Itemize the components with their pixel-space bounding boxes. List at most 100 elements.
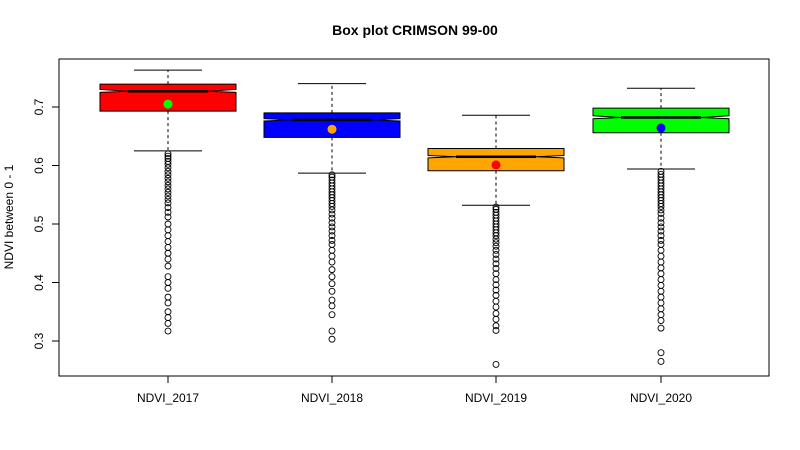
outlier-point: [657, 202, 665, 210]
outlier-point: [164, 150, 172, 158]
outlier-point: [657, 258, 665, 266]
outlier-point: [164, 160, 172, 168]
outlier-point: [164, 181, 172, 189]
outlier-point: [492, 297, 500, 305]
outlier-point: [657, 293, 665, 301]
outlier-point: [328, 210, 336, 218]
outlier-point: [164, 188, 172, 196]
outlier-point: [657, 227, 665, 235]
outlier-point: [657, 241, 665, 248]
outlier-point: [492, 242, 500, 250]
outlier-point: [492, 322, 500, 330]
box-body: [427, 148, 565, 172]
outlier-point: [328, 232, 336, 240]
outlier-point: [328, 202, 336, 210]
outlier-point: [328, 219, 336, 227]
outlier-point: [657, 358, 665, 365]
outlier-point: [657, 219, 665, 227]
outlier-point: [492, 286, 500, 294]
outlier-point: [492, 232, 500, 240]
x-tick-label: NDVI_2019: [465, 391, 527, 405]
outlier-point: [164, 171, 172, 179]
outlier-point: [328, 252, 336, 260]
y-axis: 0.3 0.4 0.5 0.6 0.7: [32, 98, 60, 349]
mean-point: [491, 160, 501, 170]
outlier-point: [164, 320, 172, 327]
outlier-point: [657, 246, 665, 254]
box-group: [427, 114, 565, 368]
outlier-point: [657, 223, 665, 231]
outlier-point: [492, 327, 500, 334]
outlier-point: [164, 199, 172, 207]
outlier-point: [164, 238, 172, 246]
outlier-point: [164, 174, 172, 182]
outlier-point: [657, 299, 665, 307]
outlier-point: [164, 308, 172, 316]
boxes-layer: [99, 69, 730, 368]
outlier-point: [164, 232, 172, 240]
outlier-point: [164, 249, 172, 257]
outlier-point: [492, 250, 500, 258]
outlier-point: [164, 164, 172, 172]
outlier-point: [328, 311, 336, 319]
outlier-point: [492, 315, 500, 323]
outlier-point: [657, 264, 665, 272]
y-tick-label: 0.5: [32, 215, 46, 232]
box-group: [99, 69, 237, 335]
outlier-point: [657, 305, 665, 313]
mean-point: [327, 124, 337, 134]
outlier-point: [328, 296, 336, 304]
outlier-point: [164, 213, 172, 221]
outlier-point: [328, 287, 336, 295]
outlier-point: [657, 206, 665, 214]
outlier-point: [164, 152, 172, 160]
outlier-point: [328, 335, 336, 343]
outlier-point: [164, 273, 172, 281]
x-tick-label: NDVI_2020: [630, 391, 692, 405]
outlier-point: [328, 223, 336, 231]
outlier-point: [164, 195, 172, 203]
outlier-point: [164, 262, 172, 270]
outlier-point: [164, 220, 172, 228]
outlier-point: [328, 280, 336, 288]
outlier-point: [164, 279, 172, 286]
outlier-point: [657, 236, 665, 244]
outlier-point: [164, 204, 172, 212]
y-tick-label: 0.7: [32, 98, 46, 115]
y-tick-label: 0.3: [32, 332, 46, 349]
outlier-point: [657, 349, 665, 357]
outlier-point: [657, 276, 665, 284]
outlier-point: [657, 214, 665, 222]
outlier-point: [492, 265, 500, 272]
outlier-point: [328, 214, 336, 222]
outlier-point: [492, 239, 500, 247]
outlier-point: [164, 167, 172, 175]
outlier-point: [328, 171, 336, 179]
outlier-point: [164, 226, 172, 234]
box-group: [592, 87, 730, 365]
outlier-point: [164, 255, 172, 263]
y-axis-label: NDVI between 0 - 1: [2, 164, 16, 269]
box-body: [592, 107, 730, 134]
outlier-point: [164, 327, 172, 335]
outlier-point: [328, 241, 336, 248]
outlier-point: [164, 314, 172, 322]
outlier-point: [164, 284, 172, 292]
outlier-point: [164, 293, 172, 301]
outlier-point: [492, 255, 500, 263]
outlier-point: [164, 192, 172, 200]
mean-point: [656, 123, 666, 133]
x-tick-label: NDVI_2018: [301, 391, 363, 405]
y-tick-label: 0.4: [32, 274, 46, 291]
outlier-point: [328, 227, 336, 235]
outlier-point: [657, 324, 665, 332]
outlier-point: [328, 258, 336, 266]
outlier-point: [492, 260, 500, 268]
outlier-point: [657, 287, 665, 295]
mean-point: [163, 99, 173, 109]
chart-title: Box plot CRIMSON 99-00: [332, 22, 498, 38]
outlier-point: [657, 317, 665, 324]
outlier-point: [492, 281, 500, 289]
